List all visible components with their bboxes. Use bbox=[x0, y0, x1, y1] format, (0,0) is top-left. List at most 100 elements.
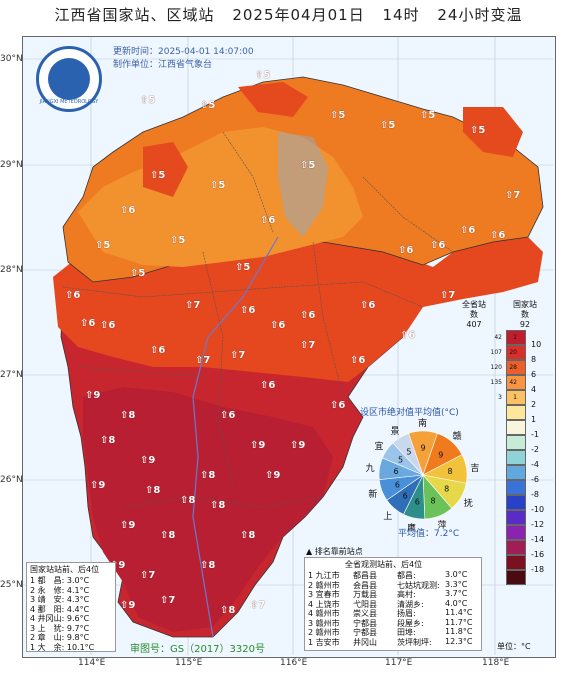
legend-head-all-total: 407 bbox=[466, 320, 482, 329]
all-rank-city: 4 赣州市 bbox=[308, 609, 340, 618]
station-change-marker: ⇧6 bbox=[100, 320, 116, 331]
pie-city-label: 宜 bbox=[374, 441, 384, 452]
station-change-marker: ⇧9 bbox=[120, 600, 136, 611]
national-rank-row: 3 上 犹: 9.7°C bbox=[30, 623, 90, 633]
station-change-marker: ⇧7 bbox=[505, 190, 521, 201]
all-rank-value: 11.8°C bbox=[445, 627, 473, 636]
legend-tick-label: -2 bbox=[531, 445, 539, 454]
station-change-marker: ⇧8 bbox=[200, 560, 216, 571]
station-change-marker: ⇧5 bbox=[170, 235, 186, 246]
station-change-marker: ⇧6 bbox=[330, 400, 346, 411]
approval-number: 审图号：GS（2017）3320号 bbox=[130, 644, 265, 655]
all-rank-county: 万载县 bbox=[353, 590, 377, 599]
all-rank-station: 高村: bbox=[397, 590, 416, 599]
legend-count-all: 107 bbox=[490, 349, 502, 356]
pie-slice-value: 8 bbox=[444, 485, 449, 494]
legend-tick-label: 6 bbox=[531, 370, 537, 379]
pie-slice-value: 6 bbox=[403, 492, 408, 501]
logo-emblem-icon bbox=[48, 58, 90, 100]
national-rank-row: 3 靖 安: 4.3°C bbox=[30, 595, 90, 604]
rank-note: ▲ 排名靠前站点 bbox=[306, 547, 363, 556]
legend-count-all: 3 bbox=[498, 394, 502, 401]
station-change-marker: ⇧5 bbox=[150, 170, 166, 181]
station-change-marker: ⇧5 bbox=[300, 160, 316, 171]
all-rank-city: 1 九江市 bbox=[308, 571, 340, 580]
station-change-marker: ⇧6 bbox=[270, 320, 286, 331]
all-rank-city: 3 宜春市 bbox=[308, 590, 340, 599]
station-change-marker: ⇧5 bbox=[235, 262, 251, 273]
national-rank-row: 2 章 山: 9.8°C bbox=[30, 633, 90, 642]
legend-head-all: 全省站数 407 bbox=[462, 300, 486, 330]
lon-label: 115°E bbox=[175, 658, 203, 668]
all-rank-value: 11.4°C bbox=[445, 608, 473, 617]
all-rank-value: 11.7°C bbox=[445, 617, 473, 627]
rank-note-text: 排名靠前站点 bbox=[314, 547, 363, 556]
station-change-marker: ⇧7 bbox=[185, 300, 201, 311]
legend-tick-label: 1 bbox=[531, 415, 537, 424]
station-change-marker: ⇧6 bbox=[400, 330, 416, 341]
station-change-marker: ⇧6 bbox=[80, 318, 96, 329]
national-rank-row: 2 永 修: 4.1°C bbox=[30, 585, 90, 595]
station-change-marker: ⇧6 bbox=[430, 240, 446, 251]
pie-slice-value: 9 bbox=[438, 450, 443, 459]
all-rank-county: 宁都县 bbox=[353, 628, 377, 637]
station-change-marker: ⇧8 bbox=[180, 495, 196, 506]
all-rank-station: 茨坪制坪: bbox=[397, 637, 432, 647]
legend-count-national: 28 bbox=[509, 364, 517, 371]
pie-city-label: 南 bbox=[418, 419, 428, 429]
legend-tick-label: 8 bbox=[531, 355, 537, 364]
station-change-marker: ⇧9 bbox=[85, 390, 101, 401]
station-change-marker: ⇧9 bbox=[90, 480, 106, 491]
legend-color-cell bbox=[506, 495, 526, 510]
all-rank-county: 都昌县 bbox=[353, 571, 377, 580]
station-change-marker: ⇧7 bbox=[230, 350, 246, 361]
pie-slice-value: 6 bbox=[415, 498, 420, 507]
legend-color-cell bbox=[506, 435, 526, 450]
lon-label: 116°E bbox=[280, 658, 308, 668]
all-rank-city: 1 吉安市 bbox=[308, 637, 340, 647]
lat-label: 30°N bbox=[0, 54, 23, 64]
station-change-marker: ⇧6 bbox=[120, 205, 136, 216]
all-rank-station: 七姑坑观测: bbox=[397, 580, 440, 590]
lon-label: 117°E bbox=[385, 658, 413, 668]
lat-label: 26°N bbox=[0, 475, 23, 485]
station-change-marker: ⇧7 bbox=[160, 595, 176, 606]
legend-tick-label: -14 bbox=[531, 535, 545, 544]
logo-text: JIANGXI METEOROLOGY bbox=[39, 99, 99, 105]
station-change-marker: ⇧6 bbox=[398, 245, 414, 256]
station-change-marker: ⇧8 bbox=[240, 530, 256, 541]
station-change-marker: ⇧6 bbox=[260, 380, 276, 391]
station-change-marker: ⇧5 bbox=[420, 110, 436, 121]
pie-slice-value: 6 bbox=[395, 481, 400, 490]
station-change-marker: ⇧8 bbox=[200, 470, 216, 481]
station-change-marker: ⇧6 bbox=[300, 310, 316, 321]
station-change-marker: ⇧7 bbox=[140, 570, 156, 581]
lon-label: 114°E bbox=[78, 658, 106, 668]
pie-city-label: 吉 bbox=[470, 464, 480, 475]
pie-slice-value: 8 bbox=[430, 496, 435, 505]
national-rank-row: 1 大 余: 10.1°C bbox=[30, 642, 95, 652]
all-rank-station: 扬眉: bbox=[397, 609, 416, 618]
pie-slice bbox=[392, 433, 424, 476]
legend-tick-label: -6 bbox=[531, 475, 539, 484]
station-change-marker: ⇧6 bbox=[220, 410, 236, 421]
legend-count-all: 120 bbox=[490, 364, 502, 371]
station-change-marker: ⇧7 bbox=[195, 355, 211, 366]
pie-city-label: 新 bbox=[368, 490, 378, 501]
all-rank-header: 全省观测站前、后4位 bbox=[345, 560, 423, 569]
producer: 制作单位：江西省气象台 bbox=[113, 60, 213, 70]
title-hour: 14时 bbox=[382, 6, 420, 24]
update-time: 更新时间：2025-04-01 14:07:00 bbox=[113, 47, 254, 57]
station-change-marker: ⇧9 bbox=[120, 520, 136, 531]
station-change-marker: ⇧9 bbox=[265, 470, 281, 481]
pie-average: 平均值：7.2°C bbox=[398, 529, 460, 539]
legend-color-cell bbox=[506, 555, 526, 570]
national-rank-panel: 国家站站前、后4位 1 都 昌: 3.0°C 2 永 修: 4.1°C 3 靖 安:… bbox=[26, 562, 116, 652]
station-change-marker: ⇧5 bbox=[130, 268, 146, 279]
station-change-marker: ⇧9 bbox=[290, 440, 306, 451]
pie-city-label: 抚 bbox=[463, 498, 473, 509]
pie-city-label: 上 bbox=[383, 512, 393, 523]
title-network: 江西省国家站、区域站 bbox=[54, 6, 215, 24]
lat-label: 27°N bbox=[0, 370, 23, 380]
